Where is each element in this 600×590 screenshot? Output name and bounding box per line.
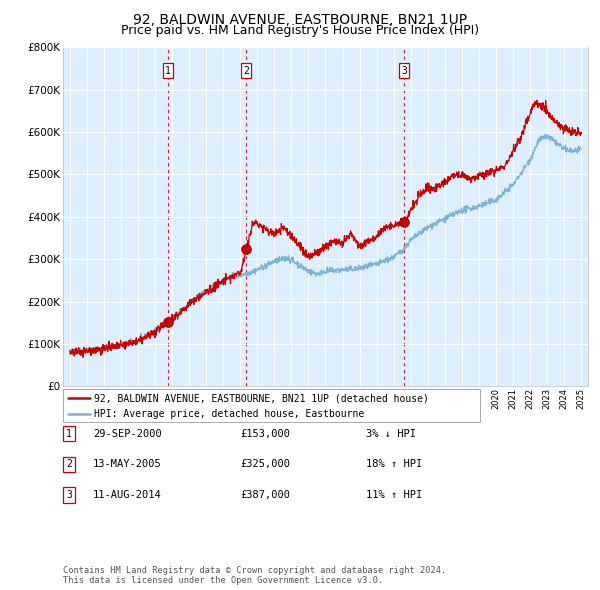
Text: 3% ↓ HPI: 3% ↓ HPI: [366, 429, 416, 438]
Text: 3: 3: [66, 490, 72, 500]
Text: 1: 1: [165, 65, 171, 76]
Text: Contains HM Land Registry data © Crown copyright and database right 2024.
This d: Contains HM Land Registry data © Crown c…: [63, 566, 446, 585]
Text: 92, BALDWIN AVENUE, EASTBOURNE, BN21 1UP (detached house): 92, BALDWIN AVENUE, EASTBOURNE, BN21 1UP…: [94, 393, 429, 403]
Text: 3: 3: [401, 65, 407, 76]
Text: 1: 1: [66, 429, 72, 438]
Text: 2: 2: [66, 460, 72, 469]
Text: £387,000: £387,000: [240, 490, 290, 500]
Text: £153,000: £153,000: [240, 429, 290, 438]
Text: 29-SEP-2000: 29-SEP-2000: [93, 429, 162, 438]
Text: 11% ↑ HPI: 11% ↑ HPI: [366, 490, 422, 500]
Text: 13-MAY-2005: 13-MAY-2005: [93, 460, 162, 469]
Point: [242, 244, 251, 253]
Text: 92, BALDWIN AVENUE, EASTBOURNE, BN21 1UP: 92, BALDWIN AVENUE, EASTBOURNE, BN21 1UP: [133, 13, 467, 27]
Text: Price paid vs. HM Land Registry's House Price Index (HPI): Price paid vs. HM Land Registry's House …: [121, 24, 479, 37]
Text: 11-AUG-2014: 11-AUG-2014: [93, 490, 162, 500]
Text: 2: 2: [244, 65, 250, 76]
Text: HPI: Average price, detached house, Eastbourne: HPI: Average price, detached house, East…: [94, 409, 365, 419]
Point: [163, 317, 173, 326]
Text: £325,000: £325,000: [240, 460, 290, 469]
Point: [399, 218, 409, 227]
Text: 18% ↑ HPI: 18% ↑ HPI: [366, 460, 422, 469]
